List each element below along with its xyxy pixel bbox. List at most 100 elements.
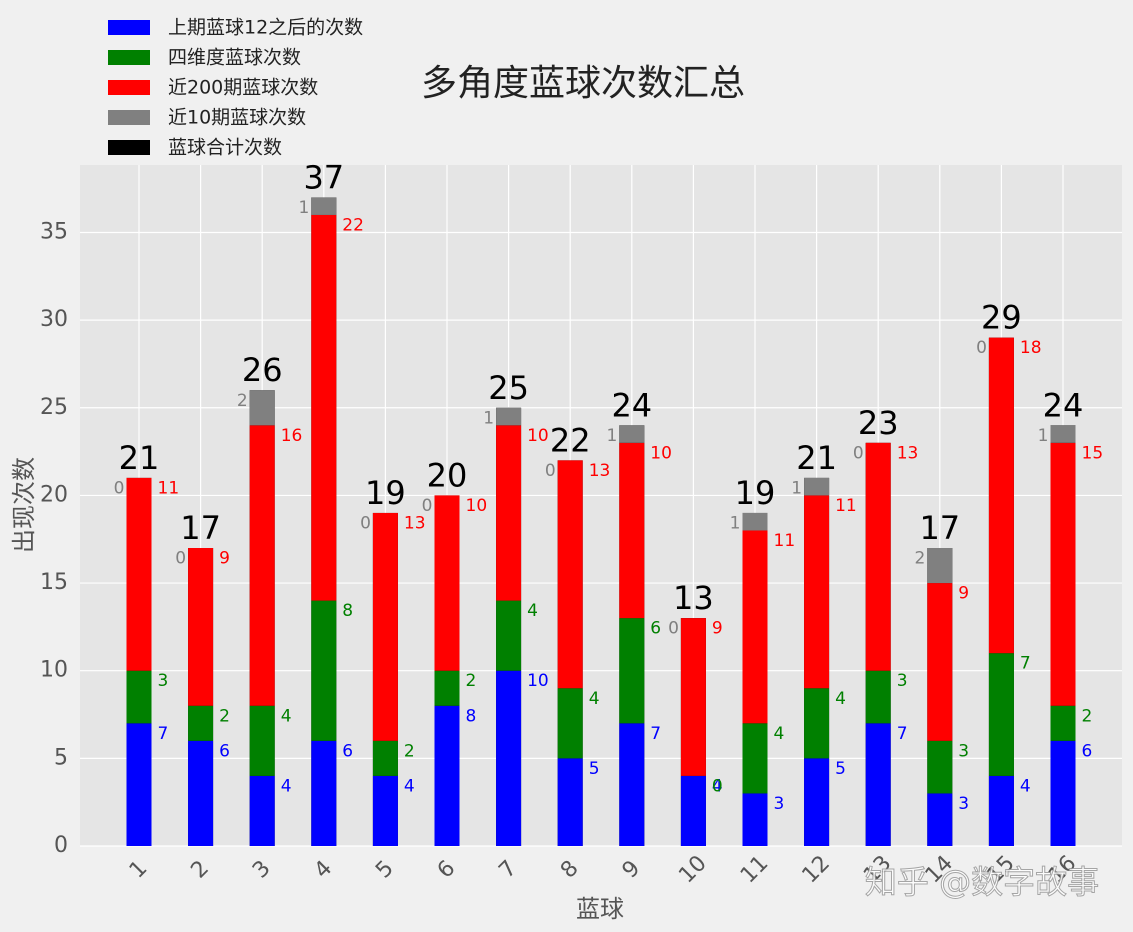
value-label: 0	[114, 478, 125, 498]
value-label: 3	[958, 741, 969, 761]
legend-label: 四维度蓝球次数	[168, 47, 301, 69]
bar-segment	[249, 390, 275, 426]
value-label: 5	[589, 759, 600, 779]
value-label: 1	[298, 198, 309, 218]
value-label: 2	[237, 391, 248, 411]
bar-segment	[249, 425, 275, 706]
value-label: 8	[342, 601, 353, 621]
value-label: 4	[404, 776, 415, 796]
bar-segment	[927, 548, 953, 584]
value-label: 4	[527, 601, 538, 621]
bar-segment	[680, 775, 706, 846]
bar-segment	[1050, 740, 1076, 846]
x-axis-label: 蓝球	[576, 895, 624, 923]
legend-label: 近200期蓝球次数	[168, 77, 318, 99]
watermark: 知乎 @数字故事	[865, 863, 1099, 901]
legend-swatch	[108, 20, 150, 35]
value-label: 9	[958, 584, 969, 604]
bar-segment	[311, 740, 337, 846]
value-label: 9	[712, 619, 723, 639]
bar-segment	[619, 723, 645, 846]
y-tick-label: 30	[40, 307, 68, 332]
value-label: 0	[712, 776, 723, 796]
value-label: 13	[897, 443, 919, 463]
y-tick-label: 10	[40, 658, 68, 683]
bar-segment	[619, 442, 645, 619]
value-label: 3	[897, 671, 908, 691]
total-label: 24	[611, 386, 652, 424]
value-label: 13	[404, 513, 426, 533]
bar-segment	[372, 775, 398, 846]
bar-segment	[496, 600, 522, 671]
total-label: 37	[303, 158, 344, 196]
total-label: 22	[550, 421, 591, 459]
bar-segment	[496, 407, 522, 426]
bar-segment	[434, 670, 460, 706]
bar-segment	[865, 442, 891, 671]
legend-label: 上期蓝球12之后的次数	[168, 17, 363, 39]
total-label: 21	[119, 439, 160, 477]
value-label: 2	[466, 671, 477, 691]
legend-label: 近10期蓝球次数	[168, 107, 306, 129]
value-label: 7	[1020, 654, 1031, 674]
bar-segment	[249, 775, 275, 846]
value-label: 3	[158, 671, 169, 691]
chart-title: 多角度蓝球次数汇总	[421, 63, 745, 104]
bar-segment	[188, 705, 214, 741]
bar-segment	[619, 425, 645, 443]
value-label: 0	[422, 496, 433, 516]
bar-segment	[927, 793, 953, 846]
value-label: 6	[342, 741, 353, 761]
value-label: 18	[1020, 338, 1042, 358]
value-label: 1	[730, 513, 741, 533]
bar-segment	[434, 705, 460, 846]
total-label: 29	[981, 299, 1022, 337]
bar-segment	[557, 688, 583, 759]
value-label: 10	[527, 426, 549, 446]
value-label: 4	[281, 776, 292, 796]
bar-segment	[126, 723, 152, 846]
value-label: 0	[976, 338, 987, 358]
legend-label: 蓝球合计次数	[168, 137, 282, 159]
bar-segment	[680, 618, 706, 776]
total-label: 17	[180, 509, 221, 547]
value-label: 7	[650, 724, 661, 744]
bars	[126, 197, 1076, 846]
bar-segment	[372, 512, 398, 741]
value-label: 6	[650, 619, 661, 639]
bar-segment	[1050, 442, 1076, 706]
total-label: 17	[919, 509, 960, 547]
total-label: 19	[735, 474, 776, 512]
bar-segment	[742, 723, 768, 794]
bar-segment	[927, 740, 953, 794]
y-axis-label: 出现次数	[10, 457, 38, 553]
bar-segment	[804, 495, 830, 689]
bar-segment	[126, 477, 152, 671]
value-label: 1	[606, 426, 617, 446]
legend-swatch	[108, 140, 150, 155]
total-label: 26	[242, 351, 283, 389]
bar-segment	[927, 583, 953, 741]
value-label: 4	[281, 706, 292, 726]
bar-segment	[496, 425, 522, 601]
bar-segment	[1050, 705, 1076, 741]
bar-segment	[619, 618, 645, 724]
value-label: 0	[360, 513, 371, 533]
bar-segment	[557, 460, 583, 689]
value-label: 15	[1082, 443, 1104, 463]
value-label: 13	[589, 461, 611, 481]
value-label: 11	[158, 478, 180, 498]
value-label: 8	[466, 706, 477, 726]
value-label: 1	[1038, 426, 1049, 446]
value-label: 4	[1020, 776, 1031, 796]
value-label: 22	[342, 215, 364, 235]
y-tick-label: 15	[40, 570, 68, 595]
total-label: 19	[365, 474, 406, 512]
value-label: 4	[712, 776, 723, 796]
bar-segment	[865, 723, 891, 846]
bar-segment	[742, 512, 768, 531]
bar-segment	[804, 688, 830, 759]
bar-segment	[434, 495, 460, 671]
total-label: 23	[858, 404, 899, 442]
